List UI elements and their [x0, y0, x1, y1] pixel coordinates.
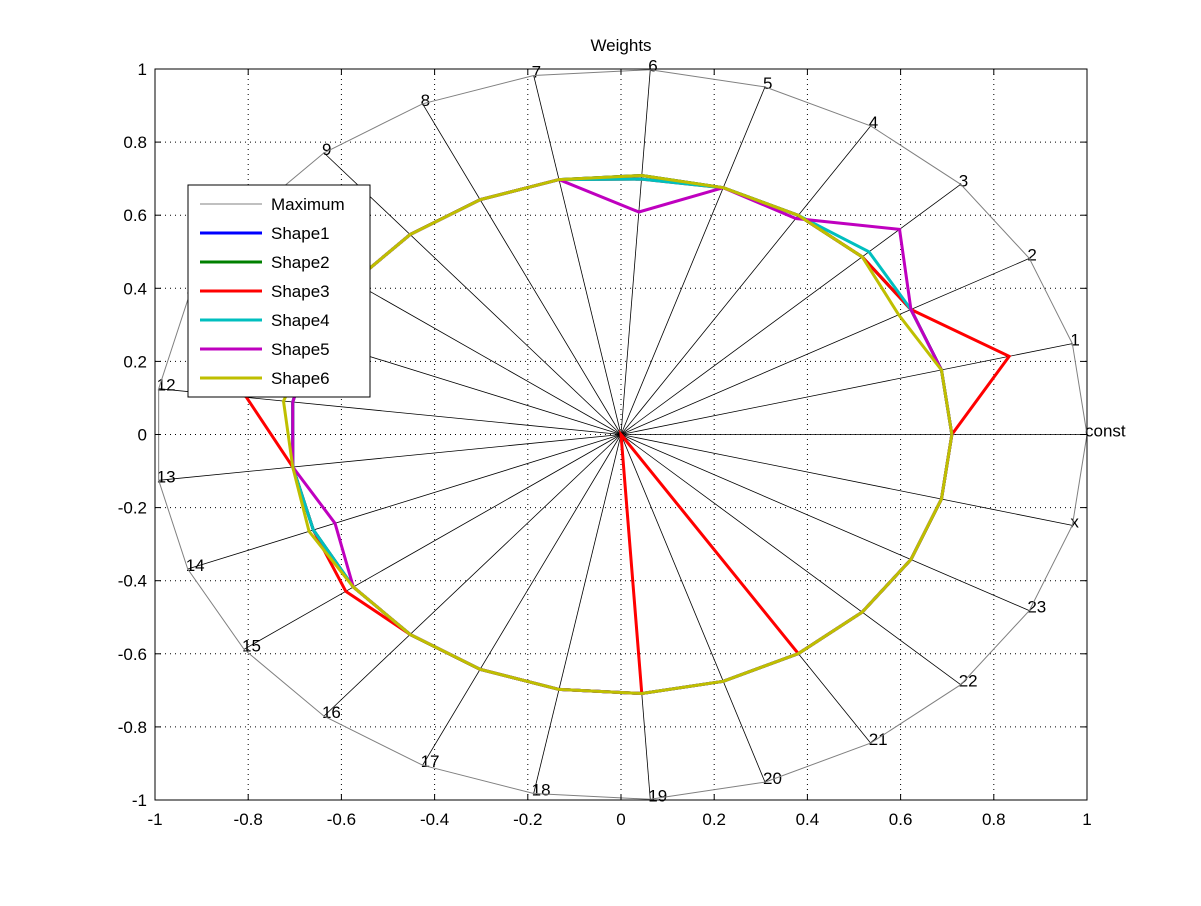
y-tick-label: -1: [132, 791, 147, 810]
x-tick-label: -0.4: [420, 810, 449, 829]
y-tick-label: -0.2: [118, 499, 147, 518]
spoke-label: 9: [322, 140, 331, 159]
spoke-label: 18: [532, 781, 551, 800]
spoke-4: [620, 125, 872, 435]
spoke-label: 2: [1027, 245, 1036, 264]
spoke-23: [620, 434, 1030, 611]
y-tick-label: -0.8: [118, 718, 147, 737]
legend-label: Maximum: [271, 195, 345, 214]
spoke-6: [620, 69, 651, 435]
y-tick-label: 0: [138, 426, 147, 445]
spoke-7: [533, 75, 622, 435]
spoke-3: [620, 183, 961, 435]
spoke-14: [187, 434, 622, 570]
spoke-1: [620, 343, 1073, 435]
y-tick-label: -0.6: [118, 645, 147, 664]
x-tick-label: 1: [1082, 810, 1091, 829]
series-shape6: [281, 174, 954, 695]
spoke-22: [620, 434, 961, 686]
spoke-label: 6: [648, 57, 657, 76]
y-tick-label: 1: [138, 60, 147, 79]
y-tick-label: 0.6: [123, 206, 147, 225]
y-tick-label: 0.2: [123, 352, 147, 371]
spoke-5: [620, 86, 766, 435]
spoke-label: 20: [763, 769, 782, 788]
spoke-label: 4: [869, 113, 878, 132]
spoke-label: const: [1085, 422, 1126, 441]
spoke-label: 21: [869, 730, 888, 749]
y-tick-label: 0.4: [123, 279, 147, 298]
spoke-16: [323, 434, 622, 717]
legend: Maximum Shape1 Shape2 Shape3 Shape4 Shape5 Sha…: [187, 184, 371, 398]
spoke-label: 23: [1027, 598, 1046, 617]
spoke-label: 14: [186, 556, 205, 575]
x-tick-label: 0.6: [889, 810, 913, 829]
legend-label: Shape1: [271, 224, 330, 243]
spoke-label: 19: [648, 786, 667, 805]
spoke-2: [620, 258, 1030, 435]
legend-label: Shape5: [271, 340, 330, 359]
x-tick-label: -0.2: [513, 810, 542, 829]
spoke-label: x: [1070, 512, 1079, 531]
spoke-20: [620, 434, 766, 783]
legend-label: Shape2: [271, 253, 330, 272]
spoke-x: [620, 434, 1073, 526]
spoke-label: 1: [1070, 331, 1079, 350]
spoke-15: [243, 434, 622, 650]
chart-title: Weights: [590, 36, 651, 55]
x-tick-label: 0.2: [702, 810, 726, 829]
spoke-label: 22: [959, 672, 978, 691]
x-tick-label: 0.4: [796, 810, 820, 829]
spoke-label: 17: [421, 752, 440, 771]
x-tick-label: 0.8: [982, 810, 1006, 829]
legend-label: Shape4: [271, 311, 330, 330]
y-tick-label: -0.4: [118, 572, 147, 591]
spoke-label: 5: [763, 74, 772, 93]
spoke-label: 7: [532, 62, 541, 81]
spoke-13: [158, 434, 622, 481]
spoke-8: [422, 103, 622, 435]
x-tick-label: 0: [616, 810, 625, 829]
spoke-9: [323, 152, 622, 435]
x-tick-label: -0.8: [234, 810, 263, 829]
spoke-18: [533, 434, 622, 794]
x-tick-label: -1: [147, 810, 162, 829]
spoke-label: 8: [421, 91, 430, 110]
legend-label: Shape6: [271, 369, 330, 388]
legend-label: Shape3: [271, 282, 330, 301]
x-tick-label: -0.6: [327, 810, 356, 829]
spoke-17: [422, 434, 622, 766]
spoke-label: 16: [322, 703, 341, 722]
spoke-label: 13: [157, 467, 176, 486]
spoke-label: 3: [959, 171, 968, 190]
spoke-label: 15: [242, 636, 261, 655]
y-tick-label: 0.8: [123, 133, 147, 152]
